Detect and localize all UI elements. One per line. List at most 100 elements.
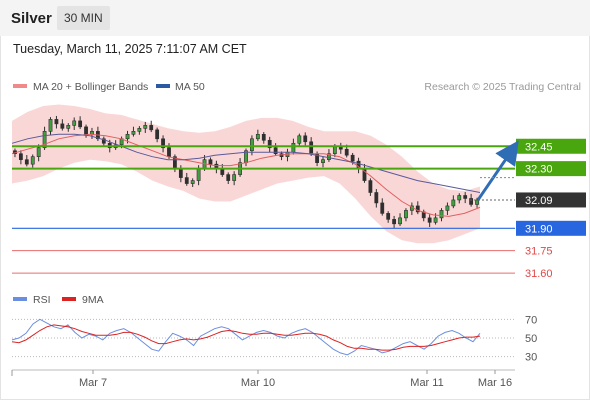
ma50-legend-label: MA 50 <box>175 81 205 93</box>
x-tick-label: Mar 11 <box>410 377 443 389</box>
rsi-panel: 30 50 70 <box>11 314 537 364</box>
candle-body <box>386 213 391 220</box>
candle-body <box>84 126 88 135</box>
candle-body <box>42 131 47 149</box>
rsi-tick-label: 70 <box>525 314 537 326</box>
candle-body <box>184 177 189 184</box>
ma50-legend-swatch <box>156 84 170 88</box>
candle-body <box>350 154 355 162</box>
candle-body <box>273 147 278 155</box>
candle-body <box>433 217 438 223</box>
candle-body <box>427 217 432 223</box>
candle-body <box>332 145 337 155</box>
ma20-line <box>11 133 481 217</box>
candle-body <box>178 168 183 178</box>
ma20-legend-swatch <box>13 84 27 88</box>
candle-body <box>303 135 308 143</box>
timestamp: Tuesday, March 11, 2025 7:11:07 AM CET <box>13 42 247 56</box>
candle-body <box>131 131 136 135</box>
x-tick-label: Mar 7 <box>79 377 107 389</box>
candle-body <box>261 134 266 141</box>
level-label: 32.45 <box>525 141 553 153</box>
candle-body <box>297 135 302 144</box>
candle-body <box>143 125 148 129</box>
candle-body <box>398 217 402 225</box>
level-tag-resistance <box>516 161 586 177</box>
rsi-legend-swatch <box>13 297 27 301</box>
candle-body <box>155 129 160 140</box>
candle-body <box>469 198 474 205</box>
candle-body <box>66 125 71 129</box>
candle-body <box>267 139 272 149</box>
level-label: 31.90 <box>525 223 553 235</box>
level-label: 32.09 <box>525 195 553 207</box>
candle-body <box>167 147 171 157</box>
candle-body <box>475 199 479 205</box>
candle-body <box>439 210 444 219</box>
rsi-ma-legend-swatch <box>62 297 76 301</box>
level-label: 32.30 <box>525 164 553 176</box>
candle-body <box>255 134 260 140</box>
candle-body <box>137 128 142 132</box>
candle-body <box>445 205 450 211</box>
candle-body <box>48 119 53 132</box>
candle-body <box>321 159 325 163</box>
candle-body <box>24 159 29 165</box>
candle-body <box>54 119 59 125</box>
candle-body <box>309 141 314 155</box>
rsi-ma-line <box>11 324 481 351</box>
candle-body <box>208 159 213 165</box>
candle-body <box>463 195 468 199</box>
candle-body <box>415 205 420 213</box>
candle-body <box>60 123 65 129</box>
candle-body <box>78 120 83 128</box>
rsi-line <box>11 318 481 356</box>
price-panel <box>11 104 481 244</box>
level-tag-resistance <box>516 138 586 154</box>
candle-body <box>190 180 195 184</box>
candle-body <box>149 125 154 131</box>
candle-body <box>250 138 254 152</box>
rsi-ma-legend-label: 9MA <box>82 294 104 306</box>
candle-body <box>404 210 408 219</box>
candle-body <box>291 142 296 153</box>
bollinger-band <box>12 104 480 244</box>
candle-body <box>327 153 331 160</box>
candle-body <box>344 148 349 156</box>
interval-badge[interactable]: 30 MIN <box>57 6 110 30</box>
credit-text: Research © 2025 Trading Central <box>424 81 581 93</box>
candle-body <box>392 219 397 225</box>
candle-body <box>30 156 35 165</box>
candle-body <box>36 147 41 157</box>
candle-body <box>368 180 373 193</box>
ma50-line <box>11 133 481 193</box>
level-label: 31.60 <box>525 268 553 280</box>
candle-body <box>451 199 456 207</box>
candle-body <box>18 153 23 160</box>
x-tick-label: Mar 16 <box>478 377 512 389</box>
rsi-tick-label: 30 <box>525 352 537 364</box>
candle-body <box>196 168 201 181</box>
x-tick-label: Mar 10 <box>241 377 275 389</box>
candle-body <box>226 174 231 181</box>
candle-body <box>161 138 165 149</box>
candle-body <box>380 202 385 214</box>
rsi-legend-label: RSI <box>33 294 51 306</box>
candle-body <box>101 138 106 144</box>
candle-body <box>90 131 94 135</box>
level-label: 31.75 <box>525 246 553 258</box>
levels-layer: 32.45 32.30 32.09 31.90 31.75 31.60 <box>12 138 586 280</box>
candle-body <box>232 174 237 181</box>
projection-arrow-icon <box>476 140 519 201</box>
candle-body <box>457 195 462 201</box>
ma20-legend-label: MA 20 + Bollinger Bands <box>33 81 148 93</box>
candle-body <box>72 120 77 126</box>
chart-header: Silver 30 MIN <box>0 0 590 36</box>
x-axis: Mar 7 Mar 10 Mar 11 Mar 16 <box>11 369 515 389</box>
level-tag-pivot <box>516 220 586 236</box>
symbol-title: Silver <box>11 10 52 27</box>
candle-body <box>125 134 130 140</box>
level-tag-last <box>516 192 586 208</box>
rsi-tick-label: 50 <box>525 333 537 345</box>
